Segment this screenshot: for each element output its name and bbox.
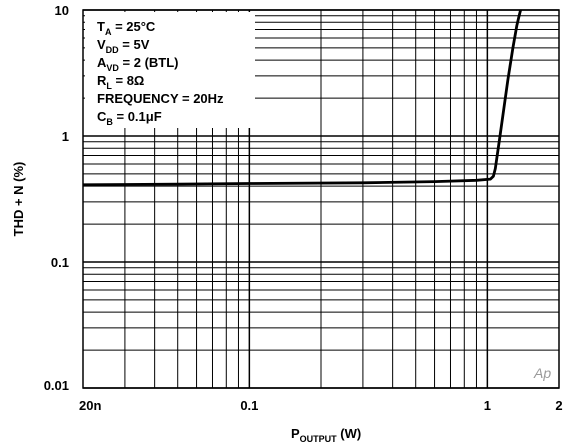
y-tick-label: 10 (55, 3, 69, 18)
x-axis-title-suffix: (W) (337, 426, 362, 441)
condition-line: RL = 8Ω (97, 73, 144, 91)
conditions-box (85, 12, 255, 128)
x-tick-label: 2 (555, 398, 562, 413)
y-tick-label: 0.01 (44, 378, 69, 393)
x-axis-title-main: P (291, 426, 300, 441)
x-axis-title-sub: OUTPUT (300, 434, 338, 444)
y-tick-label: 0.1 (51, 255, 69, 270)
x-tick-labels: 20n 0.1 1 2 (79, 398, 563, 413)
x-tick-label: 1 (484, 398, 491, 413)
condition-line: TA = 25°C (97, 19, 156, 37)
y-axis-title: THD + N (%) (11, 162, 26, 237)
y-tick-label: 1 (62, 129, 69, 144)
series-line-thd (82, 9, 522, 187)
condition-line: FREQUENCY = 20Hz (97, 91, 224, 106)
x-tick-label: 0.1 (240, 398, 258, 413)
y-tick-labels: 10 1 0.1 0.01 (44, 3, 69, 393)
ap-watermark: Ap (533, 365, 551, 381)
condition-line: AVD = 2 (BTL) (97, 55, 179, 73)
condition-line: CB = 0.1μF (97, 109, 162, 127)
x-tick-label: 20n (79, 398, 101, 413)
plot-frame (82, 9, 560, 389)
condition-line: VDD = 5V (97, 37, 150, 55)
x-axis-title: POUTPUT (W) (291, 426, 361, 444)
